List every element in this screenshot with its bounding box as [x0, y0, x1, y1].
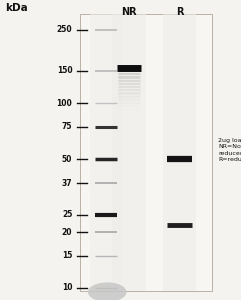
Text: 2ug loading
NR=Non-
reduced
R=reduced: 2ug loading NR=Non- reduced R=reduced	[218, 138, 241, 162]
Bar	[80, 14, 212, 291]
Text: NR: NR	[121, 7, 137, 16]
Ellipse shape	[88, 282, 127, 300]
Text: R: R	[176, 7, 183, 16]
Bar	[112, 14, 146, 291]
Bar	[90, 14, 122, 291]
Text: 10: 10	[62, 284, 72, 292]
Bar	[163, 14, 196, 291]
Text: kDa: kDa	[5, 3, 27, 13]
Text: 250: 250	[57, 26, 72, 34]
Text: 75: 75	[62, 122, 72, 131]
Text: 37: 37	[62, 178, 72, 188]
Text: 20: 20	[62, 228, 72, 237]
Text: 150: 150	[57, 66, 72, 75]
Text: 25: 25	[62, 210, 72, 219]
Text: 50: 50	[62, 154, 72, 164]
Text: 15: 15	[62, 251, 72, 260]
Text: 100: 100	[57, 99, 72, 108]
